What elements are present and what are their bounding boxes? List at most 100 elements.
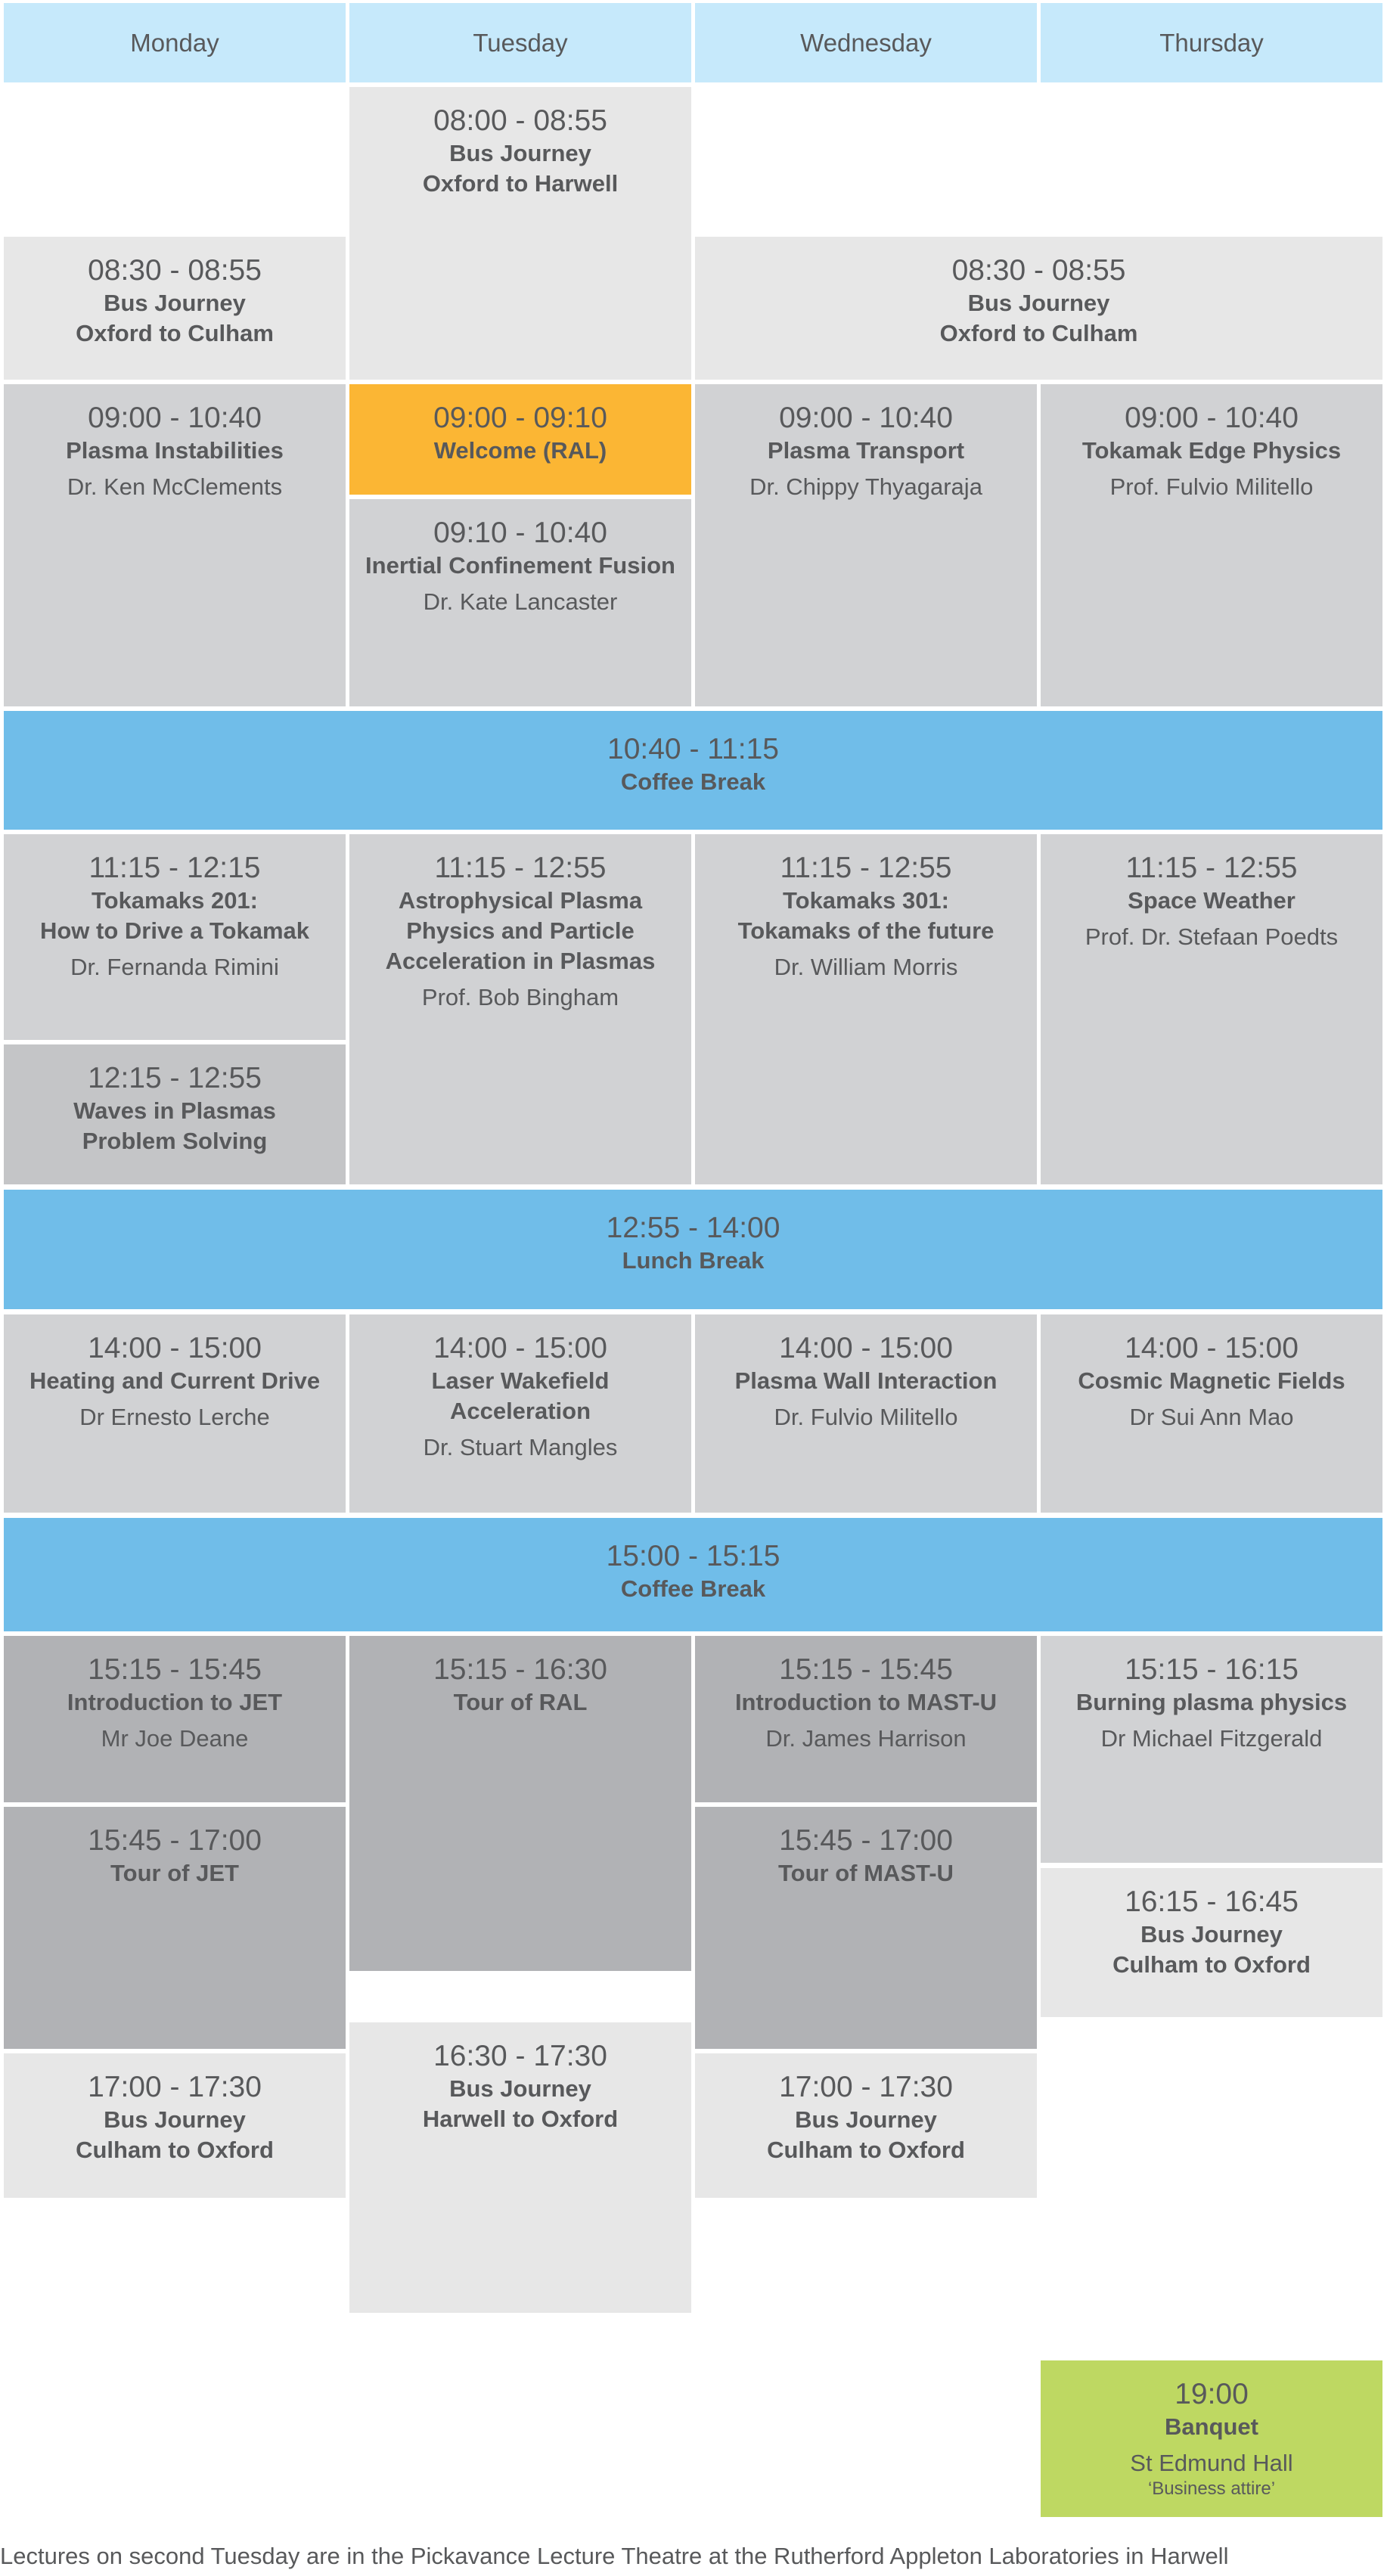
event-speaker: St Edmund Hall [1130, 2450, 1293, 2476]
day-header-monday: Monday [4, 3, 346, 82]
event-speaker: Dr. Fulvio Militello [774, 1404, 958, 1430]
event-bus-block: 16:30 - 17:30 Bus Journey Harwell to Oxfo… [349, 2022, 691, 2313]
event-title: Tokamak Edge Physics [1081, 437, 1342, 464]
event-time: 11:15 - 12:15 [88, 852, 261, 884]
event-lecture-block: 14:00 - 15:00 Cosmic Magnetic Fields Dr Su… [1041, 1314, 1382, 1513]
event-title: Cosmic Magnetic Fields [1078, 1367, 1345, 1394]
event-break-block: 12:55 - 14:00 Lunch Break [4, 1190, 1382, 1309]
event-title: Coffee Break [620, 768, 766, 795]
event-time: 14:00 - 15:00 [1125, 1332, 1299, 1364]
event-title: Bus Journey Culham to Oxford [1112, 1921, 1311, 1978]
event-time: 12:15 - 12:55 [88, 1062, 262, 1094]
day-header-tuesday: Tuesday [349, 3, 691, 82]
event-tour-block: 15:45 - 17:00 Tour of MAST-U [695, 1807, 1037, 2049]
event-title: Bus Journey Harwell to Oxford [422, 2075, 619, 2132]
event-tour-block: 15:15 - 15:45 Introduction to JET Mr Joe D… [4, 1636, 346, 1802]
event-bus-block: 08:00 - 08:55 Bus Journey Oxford to Harwe… [349, 87, 691, 380]
event-speaker: Dr. Ken McClements [67, 473, 283, 500]
event-title: Lunch Break [622, 1247, 765, 1274]
event-bus-block: 08:30 - 08:55 Bus Journey Oxford to Culha… [695, 237, 1382, 380]
event-time: 08:00 - 08:55 [433, 104, 607, 137]
event-time: 10:40 - 11:15 [607, 733, 779, 765]
event-speaker: Dr Ernesto Lerche [79, 1404, 270, 1430]
day-header-wednesday: Wednesday [695, 3, 1037, 82]
event-tour-block: 15:15 - 15:45 Introduction to MAST-U Dr. J… [695, 1636, 1037, 1802]
event-title: Tour of JET [110, 1860, 239, 1886]
event-speaker: Dr. Chippy Thyagaraja [749, 473, 982, 500]
event-bus-block: 08:30 - 08:55 Bus Journey Oxford to Culha… [4, 237, 346, 380]
event-title: Burning plasma physics [1075, 1689, 1348, 1715]
event-speaker: Dr. Kate Lancaster [423, 588, 618, 615]
event-time: 09:00 - 10:40 [88, 402, 262, 434]
event-title: Tour of RAL [453, 1689, 588, 1715]
event-break-block: 15:00 - 15:15 Coffee Break [4, 1518, 1382, 1631]
event-speaker: Dr Sui Ann Mao [1129, 1404, 1294, 1430]
event-time: 11:15 - 12:55 [1125, 852, 1298, 884]
event-title: Bus Journey Oxford to Culham [76, 290, 274, 346]
event-title: Plasma Instabilities [66, 437, 284, 464]
event-speaker: Prof. Fulvio Militello [1109, 473, 1314, 500]
event-title: Tour of MAST-U [778, 1860, 954, 1886]
event-title: Laser Wakefield Acceleration [431, 1367, 610, 1424]
event-time: 09:00 - 09:10 [433, 402, 607, 434]
event-time: 15:45 - 17:00 [88, 1824, 262, 1857]
event-time: 09:00 - 10:40 [1125, 402, 1299, 434]
event-title: Bus Journey Culham to Oxford [76, 2106, 274, 2163]
event-bus-block: 17:00 - 17:30 Bus Journey Culham to Oxfor… [695, 2053, 1037, 2198]
event-welcome-block: 09:00 - 09:10 Welcome (RAL) [349, 384, 691, 495]
event-speaker: Dr Michael Fitzgerald [1100, 1725, 1323, 1752]
event-time: 17:00 - 17:30 [88, 2071, 262, 2103]
event-time: 19:00 [1175, 2378, 1249, 2410]
event-tour-block: 15:45 - 17:00 Tour of JET [4, 1807, 346, 2049]
event-time: 08:30 - 08:55 [951, 254, 1126, 287]
event-title: Banquet [1165, 2413, 1258, 2440]
event-lecture-block: 14:00 - 15:00 Heating and Current Drive Dr… [4, 1314, 346, 1513]
event-title: Waves in Plasmas Problem Solving [73, 1097, 276, 1154]
event-lecture-block: 11:15 - 12:55 Astrophysical Plasma Physic… [349, 834, 691, 1184]
event-title: Astrophysical Plasma Physics and Particl… [385, 887, 656, 974]
event-bus-block: 17:00 - 17:30 Bus Journey Culham to Oxfor… [4, 2053, 346, 2198]
event-time: 15:15 - 16:30 [433, 1653, 607, 1686]
event-time: 17:00 - 17:30 [779, 2071, 953, 2103]
event-time: 14:00 - 15:00 [88, 1332, 262, 1364]
event-time: 15:00 - 15:15 [606, 1540, 780, 1572]
day-header-thursday: Thursday [1041, 3, 1382, 82]
event-note: ‘Business attire’ [1147, 2478, 1276, 2499]
event-title: Bus Journey Oxford to Culham [939, 290, 1138, 346]
event-title: Introduction to JET [67, 1689, 283, 1715]
event-title: Inertial Confinement Fusion [365, 552, 675, 579]
event-time: 09:10 - 10:40 [433, 517, 607, 549]
event-title: Welcome (RAL) [433, 437, 607, 464]
event-speaker: Mr Joe Deane [101, 1725, 249, 1752]
event-title: Tokamaks 201: How to Drive a Tokamak [39, 887, 310, 944]
footer-note: Lectures on second Tuesday are in the Pi… [0, 2543, 1229, 2569]
event-lecture-block: 14:00 - 15:00 Laser Wakefield Acceleratio… [349, 1314, 691, 1513]
event-lecture-block: 09:00 - 10:40 Plasma Instabilities Dr. Ken… [4, 384, 346, 706]
event-time: 15:15 - 15:45 [779, 1653, 953, 1686]
event-lecture-block: 09:00 - 10:40 Tokamak Edge Physics Prof. F… [1041, 384, 1382, 706]
event-time: 15:15 - 16:15 [1125, 1653, 1299, 1686]
event-title: Space Weather [1128, 887, 1296, 914]
event-time: 14:00 - 15:00 [433, 1332, 607, 1364]
event-speaker: Prof. Bob Bingham [421, 984, 619, 1010]
event-lecture-block: 14:00 - 15:00 Plasma Wall Interaction Dr. … [695, 1314, 1037, 1513]
event-title: Bus Journey Culham to Oxford [767, 2106, 965, 2163]
event-break-block: 10:40 - 11:15 Coffee Break [4, 711, 1382, 830]
event-lecture-block: 11:15 - 12:15 Tokamaks 201: How to Drive … [4, 834, 346, 1040]
event-title: Introduction to MAST-U [734, 1689, 998, 1715]
event-speaker: Dr. William Morris [774, 954, 958, 980]
event-time: 16:30 - 17:30 [433, 2040, 607, 2072]
event-time: 11:15 - 12:55 [780, 852, 952, 884]
event-speaker: Dr. James Harrison [765, 1725, 967, 1752]
event-speaker: Dr. Fernanda Rimini [70, 954, 279, 980]
event-speaker: Dr. Stuart Mangles [423, 1434, 618, 1460]
event-title: Bus Journey Oxford to Harwell [422, 140, 619, 197]
event-title: Plasma Wall Interaction [734, 1367, 998, 1394]
event-title: Coffee Break [620, 1575, 766, 1602]
event-time: 12:55 - 14:00 [606, 1212, 780, 1244]
event-lecture-block: 09:10 - 10:40 Inertial Confinement Fusion… [349, 499, 691, 706]
event-banquet-block: 19:00 Banquet St Edmund Hall ‘Business atti… [1041, 2360, 1382, 2517]
event-lecture-block: 11:15 - 12:55 Space Weather Prof. Dr. Stef… [1041, 834, 1382, 1184]
event-title: Plasma Transport [767, 437, 965, 464]
event-lecture-block: 15:15 - 16:15 Burning plasma physics Dr Mi… [1041, 1636, 1382, 1863]
